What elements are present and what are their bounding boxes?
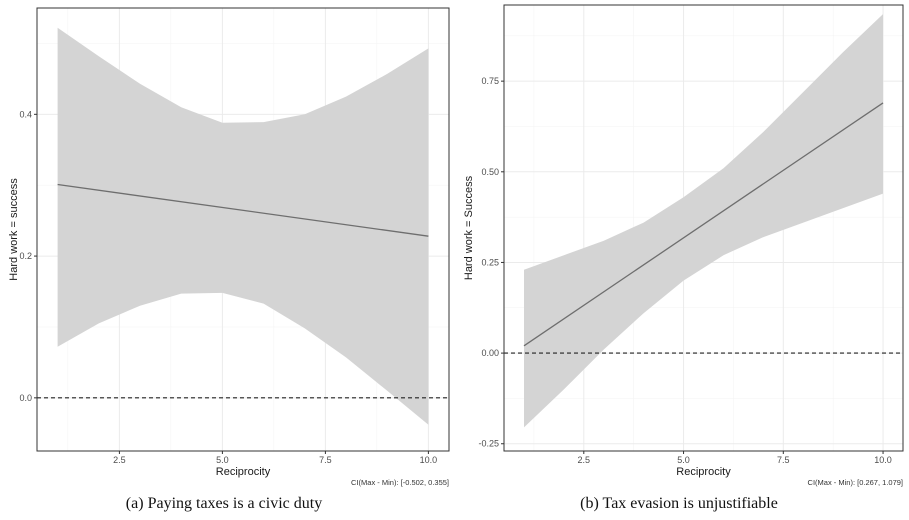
x-axis-title: Reciprocity — [676, 466, 731, 478]
x-tick-label: 5.0 — [677, 455, 690, 465]
figure-canvas: 2.5 5.0 7.5 10.0 0.0 0.2 0.4 Reciprocity Hard wo… — [8, 4, 904, 487]
caption-b: (b) Tax evasion is unjustifiable — [580, 495, 778, 512]
x-tick-label: 2.5 — [578, 455, 591, 465]
y-tick-label: 0.2 — [19, 251, 32, 261]
x-tick-label: 10.0 — [420, 455, 438, 465]
confidence-band — [57, 27, 429, 425]
y-tick-label: 0.4 — [19, 109, 32, 119]
caption-a: (a) Paying taxes is a civic duty — [125, 495, 323, 512]
y-axis-title: Hard work = success — [8, 178, 20, 281]
x-tick-label: 5.0 — [216, 455, 229, 465]
y-tick-label: 0.75 — [481, 76, 499, 86]
fitted-line — [523, 102, 884, 347]
panel-border — [36, 7, 450, 452]
fitted-line — [57, 183, 429, 237]
y-tick-label: 0.0 — [19, 393, 32, 403]
y-tick-label: 0.50 — [481, 167, 499, 177]
chart-panel-b: 2.5 5.0 7.5 10.0 -0.25 0.00 0.25 0.50 0.75 Recipr… — [463, 4, 904, 487]
x-tick-label: 7.5 — [777, 455, 790, 465]
ci-annotation: CI(Max - Min): [0.267, 1.079] — [808, 478, 903, 487]
chart-panel-a: 2.5 5.0 7.5 10.0 0.0 0.2 0.4 Reciprocity Hard wo… — [8, 7, 450, 487]
y-tick-label: 0.25 — [481, 257, 499, 267]
confidence-band — [524, 14, 883, 428]
x-tick-label: 2.5 — [113, 455, 126, 465]
y-tick-label: 0.00 — [481, 348, 499, 358]
y-axis-title: Hard work = Success — [463, 175, 475, 280]
x-tick-label: 7.5 — [319, 455, 332, 465]
y-tick-label: -0.25 — [478, 439, 499, 449]
x-tick-label: 10.0 — [874, 455, 892, 465]
x-axis-title: Reciprocity — [216, 466, 271, 478]
panel-border — [503, 4, 904, 452]
ci-annotation: CI(Max - Min): [-0.502, 0.355] — [351, 478, 449, 487]
